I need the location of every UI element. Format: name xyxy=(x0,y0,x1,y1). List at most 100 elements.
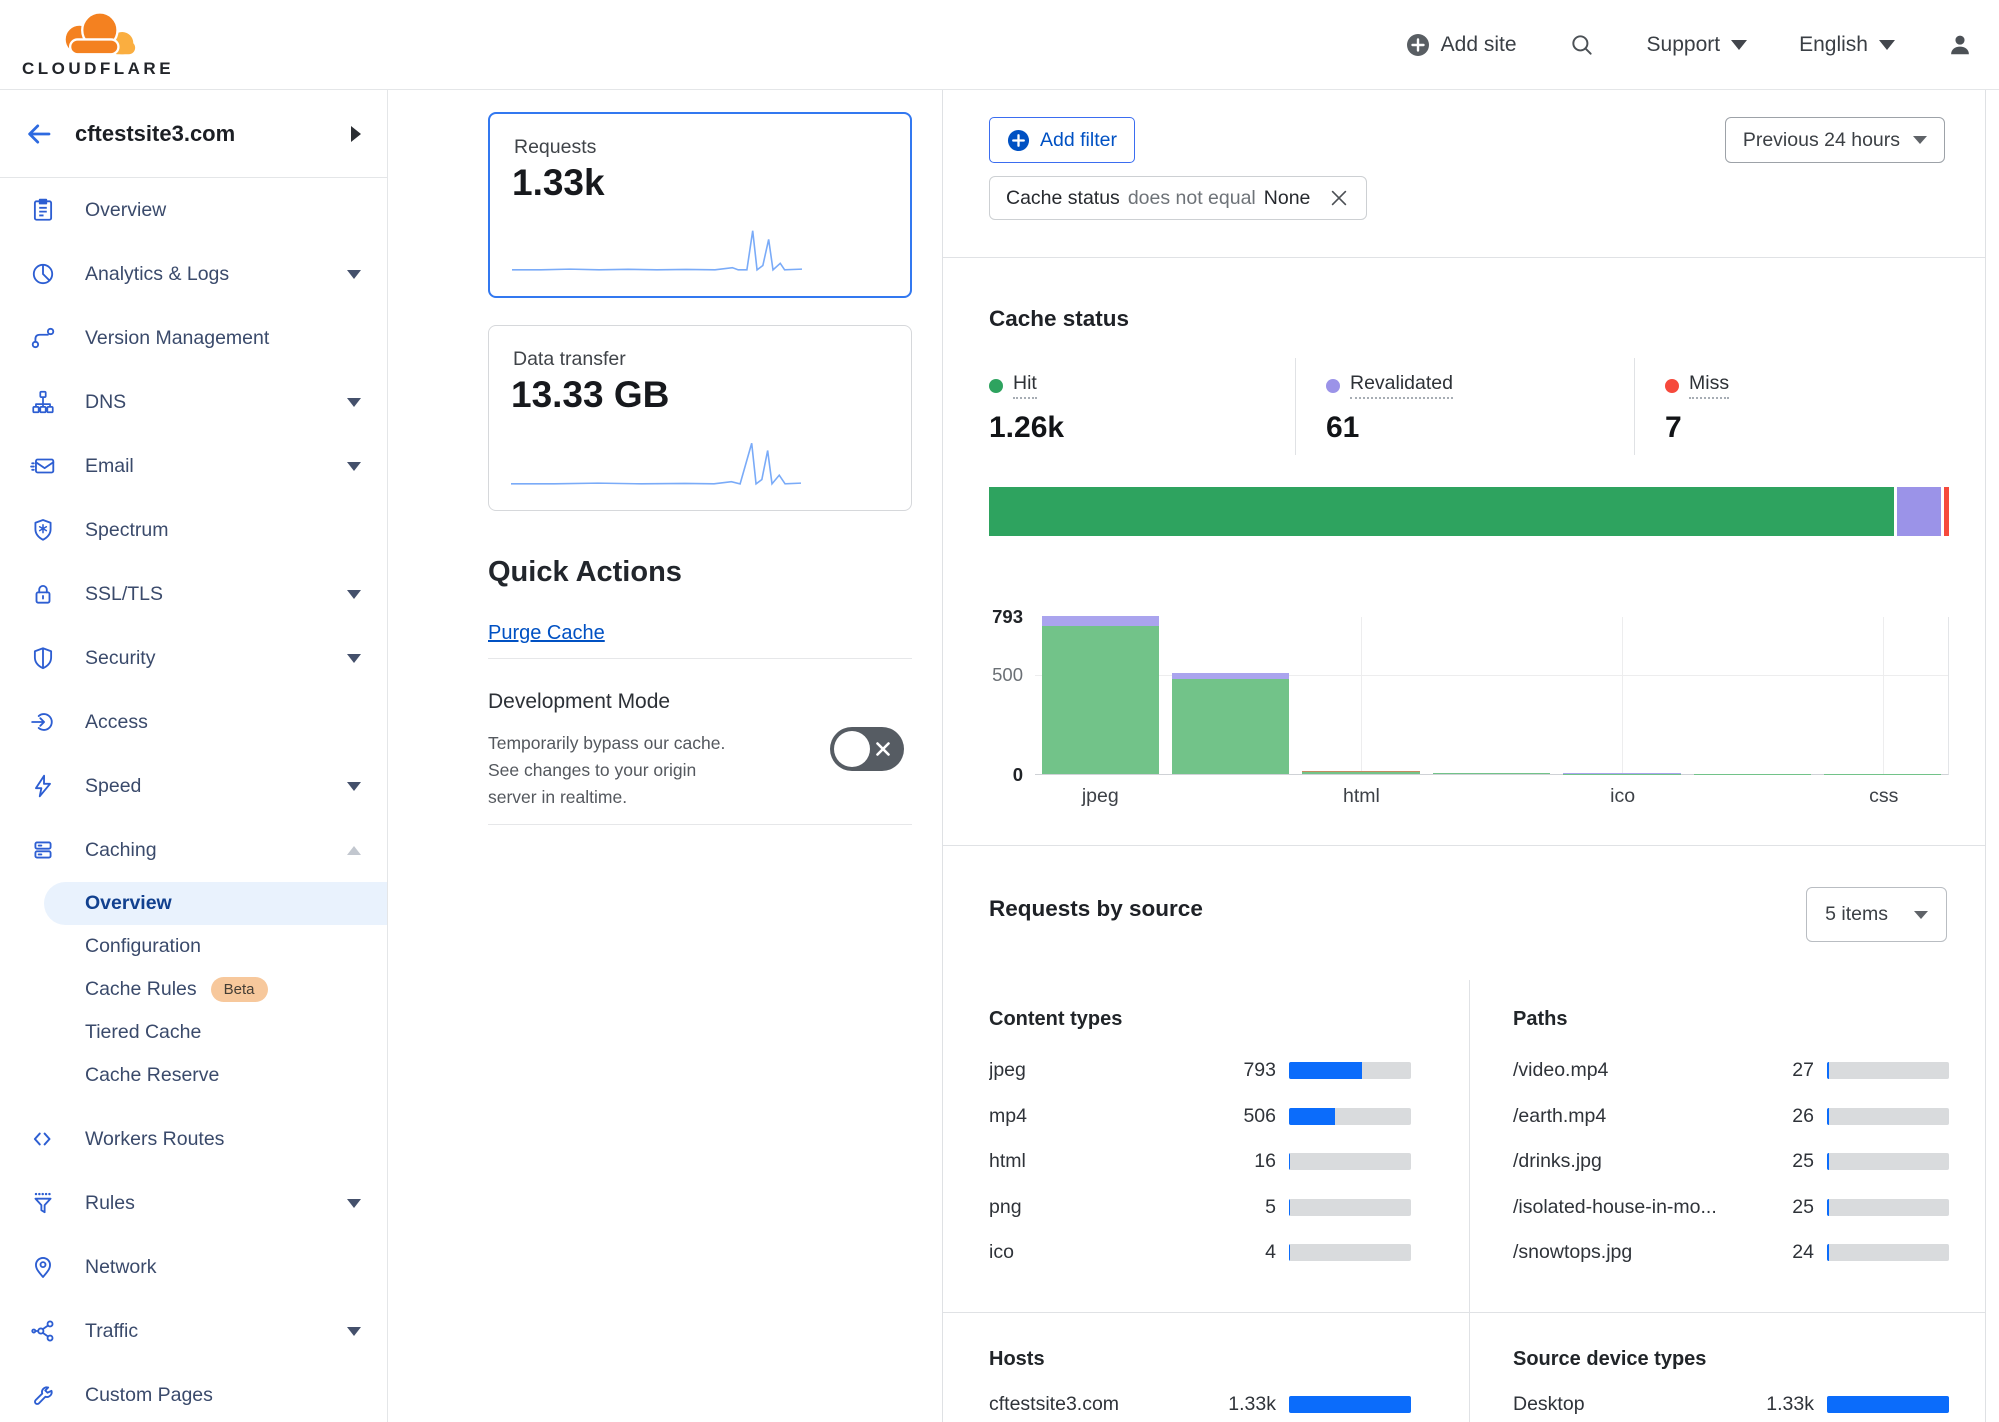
sidebar-item-security[interactable]: Security xyxy=(0,626,387,690)
language-menu[interactable]: English xyxy=(1799,33,1895,57)
toggle-off-x-icon xyxy=(876,742,890,756)
sidebar-subitem-cache-rules[interactable]: Cache Rules Beta xyxy=(0,968,387,1011)
legend-value: 7 xyxy=(1665,411,1682,444)
sidebar: cftestsite3.com Overview Analytics & Log… xyxy=(0,90,388,1422)
chevron-down-icon[interactable] xyxy=(347,269,361,279)
chevron-down-icon[interactable] xyxy=(347,653,361,663)
chart-plot-area xyxy=(1035,616,1949,775)
sidebar-item-label: Email xyxy=(85,454,134,477)
sidebar-item-custom-pages[interactable]: Custom Pages xyxy=(0,1363,387,1422)
development-mode-toggle[interactable] xyxy=(830,727,904,771)
metric-value: 13.33 GB xyxy=(511,374,670,415)
shield-spark-icon xyxy=(34,519,52,541)
sidebar-item-email[interactable]: Email xyxy=(0,434,387,498)
sidebar-item-version-management[interactable]: Version Management xyxy=(0,306,387,370)
paths-table: /video.mp4 27 /earth.mp4 26 /drinks.jpg 25 … xyxy=(1513,1048,1949,1276)
sidebar-item-access[interactable]: Access xyxy=(0,690,387,754)
legend-label[interactable]: Revalidated xyxy=(1350,372,1453,399)
table-row[interactable]: mp4 506 xyxy=(989,1094,1411,1140)
filter-field: Cache status xyxy=(1006,186,1120,209)
sidebar-item-rules[interactable]: Rules xyxy=(0,1171,387,1235)
table-row[interactable]: /video.mp4 27 xyxy=(1513,1048,1949,1094)
chart-bar xyxy=(1563,773,1681,774)
sidebar-item-traffic[interactable]: Traffic xyxy=(0,1299,387,1363)
time-range-select[interactable]: Previous 24 hours xyxy=(1724,117,1945,163)
requests-metric-card[interactable]: Requests 1.33k xyxy=(488,112,912,298)
hosts-table: cftestsite3.com 1.33k xyxy=(989,1382,1411,1422)
data-transfer-metric-card[interactable]: Data transfer 13.33 GB xyxy=(488,325,912,511)
table-row[interactable]: jpeg 793 xyxy=(989,1048,1411,1094)
table-row[interactable]: /drinks.jpg 25 xyxy=(1513,1139,1949,1185)
table-row[interactable]: cftestsite3.com 1.33k xyxy=(989,1382,1411,1422)
support-menu[interactable]: Support xyxy=(1647,33,1748,57)
back-arrow-icon[interactable] xyxy=(24,119,54,149)
purge-cache-link[interactable]: Purge Cache xyxy=(488,622,605,644)
table-row[interactable]: ico 4 xyxy=(989,1230,1411,1276)
plus-circle-icon xyxy=(1406,33,1429,56)
sidebar-item-workers-routes[interactable]: Workers Routes xyxy=(0,1107,387,1171)
sidebar-subitem-caching-overview[interactable]: Overview xyxy=(44,882,387,925)
bar-fill xyxy=(1827,1396,1949,1414)
legend-label[interactable]: Hit xyxy=(1013,372,1037,399)
sidebar-item-spectrum[interactable]: Spectrum xyxy=(0,498,387,562)
hit-dot-icon xyxy=(989,378,1003,393)
bar-fill xyxy=(1827,1153,1830,1171)
chevron-down-icon[interactable] xyxy=(347,1198,361,1208)
x-axis-label xyxy=(1166,785,1297,808)
bar-fill xyxy=(1827,1244,1830,1262)
chevron-down-icon[interactable] xyxy=(347,781,361,791)
revalidated-dot-icon xyxy=(1326,378,1340,393)
chevron-down-icon[interactable] xyxy=(347,461,361,471)
table-row[interactable]: png 5 xyxy=(989,1185,1411,1231)
user-avatar-icon[interactable] xyxy=(1947,32,1973,58)
sidebar-subitem-cache-reserve[interactable]: Cache Reserve xyxy=(0,1054,387,1097)
sidebar-subitem-configuration[interactable]: Configuration xyxy=(0,925,387,968)
sidebar-item-label: Workers Routes xyxy=(85,1127,225,1150)
gridline-500 xyxy=(1035,675,1948,676)
table-row[interactable]: /snowtops.jpg 24 xyxy=(1513,1230,1949,1276)
legend-label[interactable]: Miss xyxy=(1689,372,1730,399)
chart-bar-segment xyxy=(1041,626,1159,774)
chevron-down-icon[interactable] xyxy=(347,397,361,407)
column-divider xyxy=(1469,980,1470,1422)
add-site-button[interactable]: Add site xyxy=(1406,33,1517,57)
sidebar-item-speed[interactable]: Speed xyxy=(0,754,387,818)
search-icon[interactable] xyxy=(1569,32,1595,58)
chevron-down-icon[interactable] xyxy=(347,1326,361,1336)
development-mode-description: Temporarily bypass our cache. See change… xyxy=(488,733,726,807)
items-count-label: 5 items xyxy=(1825,903,1888,925)
miss-segment xyxy=(1943,487,1950,536)
hosts-heading: Hosts xyxy=(989,1348,1045,1370)
chevron-up-icon[interactable] xyxy=(347,845,361,855)
content-types-heading: Content types xyxy=(989,1008,1123,1030)
divider xyxy=(943,1312,1985,1313)
add-filter-button[interactable]: Add filter xyxy=(989,117,1135,163)
chart-bar-slot xyxy=(1165,617,1295,774)
table-row[interactable]: Desktop 1.33k xyxy=(1513,1382,1949,1422)
divider xyxy=(943,257,1985,258)
table-row[interactable]: /isolated-house-in-mo... 25 xyxy=(1513,1185,1949,1231)
chart-bar-segment xyxy=(1171,678,1290,774)
filter-chip: Cache status does not equal None xyxy=(989,176,1368,220)
sidebar-subitem-tiered-cache[interactable]: Tiered Cache xyxy=(0,1011,387,1054)
chevron-down-icon xyxy=(1914,910,1928,919)
cloudflare-logo[interactable]: CLOUDFLARE xyxy=(14,6,182,79)
y-axis-tick: 500 xyxy=(992,664,1023,685)
sidebar-item-network[interactable]: Network xyxy=(0,1235,387,1299)
y-axis-tick: 0 xyxy=(1012,764,1023,785)
site-switcher-caret-icon[interactable] xyxy=(351,125,361,142)
table-row[interactable]: /earth.mp4 26 xyxy=(1513,1094,1949,1140)
chart-bar-segment xyxy=(1302,772,1420,774)
sidebar-item-dns[interactable]: DNS xyxy=(0,370,387,434)
sidebar-item-analytics-logs[interactable]: Analytics & Logs xyxy=(0,242,387,306)
miss-dot-icon xyxy=(1665,378,1679,393)
sidebar-item-overview[interactable]: Overview xyxy=(0,178,387,242)
code-brackets-icon xyxy=(33,1132,51,1146)
items-count-select[interactable]: 5 items xyxy=(1806,887,1947,942)
sidebar-item-ssl-tls[interactable]: SSL/TLS xyxy=(0,562,387,626)
chevron-down-icon[interactable] xyxy=(347,589,361,599)
remove-filter-icon[interactable] xyxy=(1328,187,1350,209)
table-row[interactable]: html 16 xyxy=(989,1139,1411,1185)
sidebar-item-caching[interactable]: Caching xyxy=(0,818,387,882)
server-stack-icon xyxy=(34,841,52,859)
